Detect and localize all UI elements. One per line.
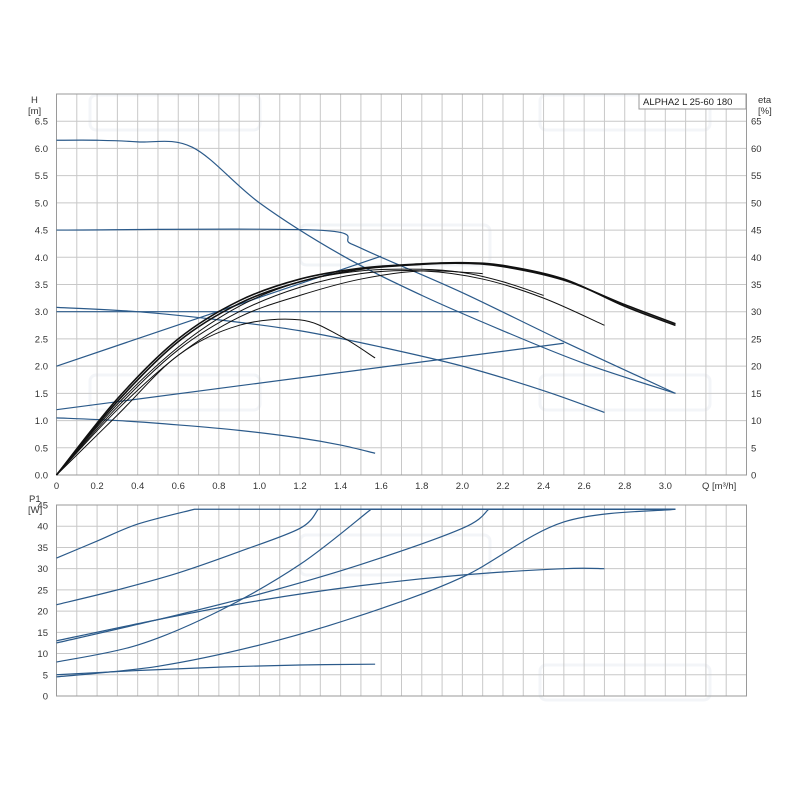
power-chart-frame: [56, 504, 747, 697]
head-curves: [56, 139, 676, 454]
power-curve-6: [56, 567, 605, 642]
power-y-tick-label: 5: [43, 670, 48, 681]
y2-tick-label: 0: [751, 471, 756, 482]
y2-tick-label: 55: [751, 171, 762, 182]
eta-curve-5: [56, 270, 483, 476]
y2-tick-label: 5: [751, 443, 756, 454]
x-tick-label: 2.8: [618, 481, 631, 492]
watermark: [88, 93, 712, 702]
power-y-axis-label-unit: [W]: [28, 505, 42, 516]
y-tick-label: 4.0: [35, 253, 48, 264]
x-tick-label: 0.2: [90, 481, 103, 492]
y-axis-label-name: H: [31, 95, 38, 106]
x-tick-label: 1.4: [334, 481, 347, 492]
power-curve-7: [56, 663, 376, 676]
head-curve-1: [56, 139, 676, 394]
eta-curve-6: [56, 318, 376, 476]
y2-tick-label: 35: [751, 280, 762, 291]
y2-tick-label: 45: [751, 226, 762, 237]
chart-title: ALPHA2 L 25-60 180: [643, 97, 732, 108]
y-tick-label: 6.5: [35, 117, 48, 128]
eta-curve-1: [55, 261, 676, 476]
x-tick-label: 0.6: [172, 481, 185, 492]
x-tick-label: 0: [54, 481, 59, 492]
y2-axis-label-unit: [%]: [758, 106, 772, 117]
y-tick-label: 3.0: [35, 307, 48, 318]
y2-tick-label: 10: [751, 416, 762, 427]
power-curve-3: [56, 508, 676, 663]
head-curve-2: [56, 228, 676, 394]
y2-tick-label: 25: [751, 334, 762, 345]
y2-tick-label: 30: [751, 307, 762, 318]
x-tick-label: 1.6: [375, 481, 388, 492]
x-tick-label: 1.8: [415, 481, 428, 492]
y-tick-label: 4.5: [35, 226, 48, 237]
y-tick-label: 1.0: [35, 416, 48, 427]
power-curves: [56, 508, 676, 678]
power-y-tick-label: 10: [37, 649, 48, 660]
power-y-axis-label-name: P1: [29, 494, 41, 505]
eta-curve-4: [56, 270, 605, 476]
head-chart-grid: [56, 93, 747, 475]
power-y-tick-label: 15: [37, 628, 48, 639]
y2-axis-label-name: eta: [758, 95, 772, 106]
y-tick-label: 5.5: [35, 171, 48, 182]
x-tick-label: 2.2: [496, 481, 509, 492]
power-y-tick-label: 35: [37, 543, 48, 554]
y-tick-label: 0.0: [35, 471, 48, 482]
power-y-tick-label: 30: [37, 564, 48, 575]
y-tick-label: 0.5: [35, 443, 48, 454]
x-tick-label: 3.0: [659, 481, 672, 492]
y2-tick-label: 40: [751, 253, 762, 264]
eta-curve-2: [55, 262, 676, 476]
x-tick-labels: 0 0.2 0.4 0.6 0.8 1.0 1.2 1.4 1.6 1.8 2.0 2.2 2.4 2.6…: [54, 481, 672, 492]
eta-curve-3: [56, 268, 544, 476]
y2-tick-label: 15: [751, 389, 762, 400]
y-tick-label: 5.0: [35, 198, 48, 209]
y2-tick-labels: 0 5 10 15 20 25 30 35 40 45 50 55 60 65: [751, 117, 762, 482]
y2-tick-label: 50: [751, 198, 762, 209]
y-tick-label: 2.0: [35, 362, 48, 373]
power-curve-5: [56, 508, 676, 678]
y-axis-label-unit: [m]: [28, 106, 41, 117]
x-tick-label: 2.0: [456, 481, 469, 492]
power-curve-2: [56, 508, 676, 606]
power-chart-grid: [56, 504, 747, 696]
power-y-tick-label: 20: [37, 607, 48, 618]
head-chart-frame: [56, 93, 747, 476]
title-box: [638, 93, 747, 110]
x-tick-label: 0.8: [212, 481, 225, 492]
power-curve-1: [56, 508, 676, 559]
power-y-tick-label: 40: [37, 522, 48, 533]
head-curve-5: [56, 306, 605, 413]
x-tick-label: 0.4: [131, 481, 144, 492]
x-tick-label: 1.2: [293, 481, 306, 492]
y-tick-label: 6.0: [35, 144, 48, 155]
power-y-tick-label: 25: [37, 585, 48, 596]
x-axis-label: Q [m³/h]: [702, 481, 736, 492]
power-y-tick-labels: 0 5 10 15 20 25 30 35 40 45: [37, 501, 48, 703]
y-tick-label: 1.5: [35, 389, 48, 400]
head-curve-7: [56, 417, 376, 454]
x-tick-label: 2.4: [537, 481, 550, 492]
x-tick-label: 2.6: [578, 481, 591, 492]
y2-tick-label: 60: [751, 144, 762, 155]
y2-tick-label: 20: [751, 362, 762, 373]
y2-tick-label: 65: [751, 117, 762, 128]
y-tick-label: 3.5: [35, 280, 48, 291]
power-y-tick-label: 0: [43, 692, 48, 703]
y-tick-label: 2.5: [35, 334, 48, 345]
head-curve-6: [56, 342, 564, 411]
efficiency-curves: [55, 261, 676, 476]
y-tick-labels: 0.0 0.5 1.0 1.5 2.0 2.5 3.0 3.5 4.0 4.5 5.0 5.5 6.0 6…: [35, 117, 48, 482]
x-tick-label: 1.0: [253, 481, 266, 492]
power-y-tick-label: 45: [37, 501, 48, 512]
